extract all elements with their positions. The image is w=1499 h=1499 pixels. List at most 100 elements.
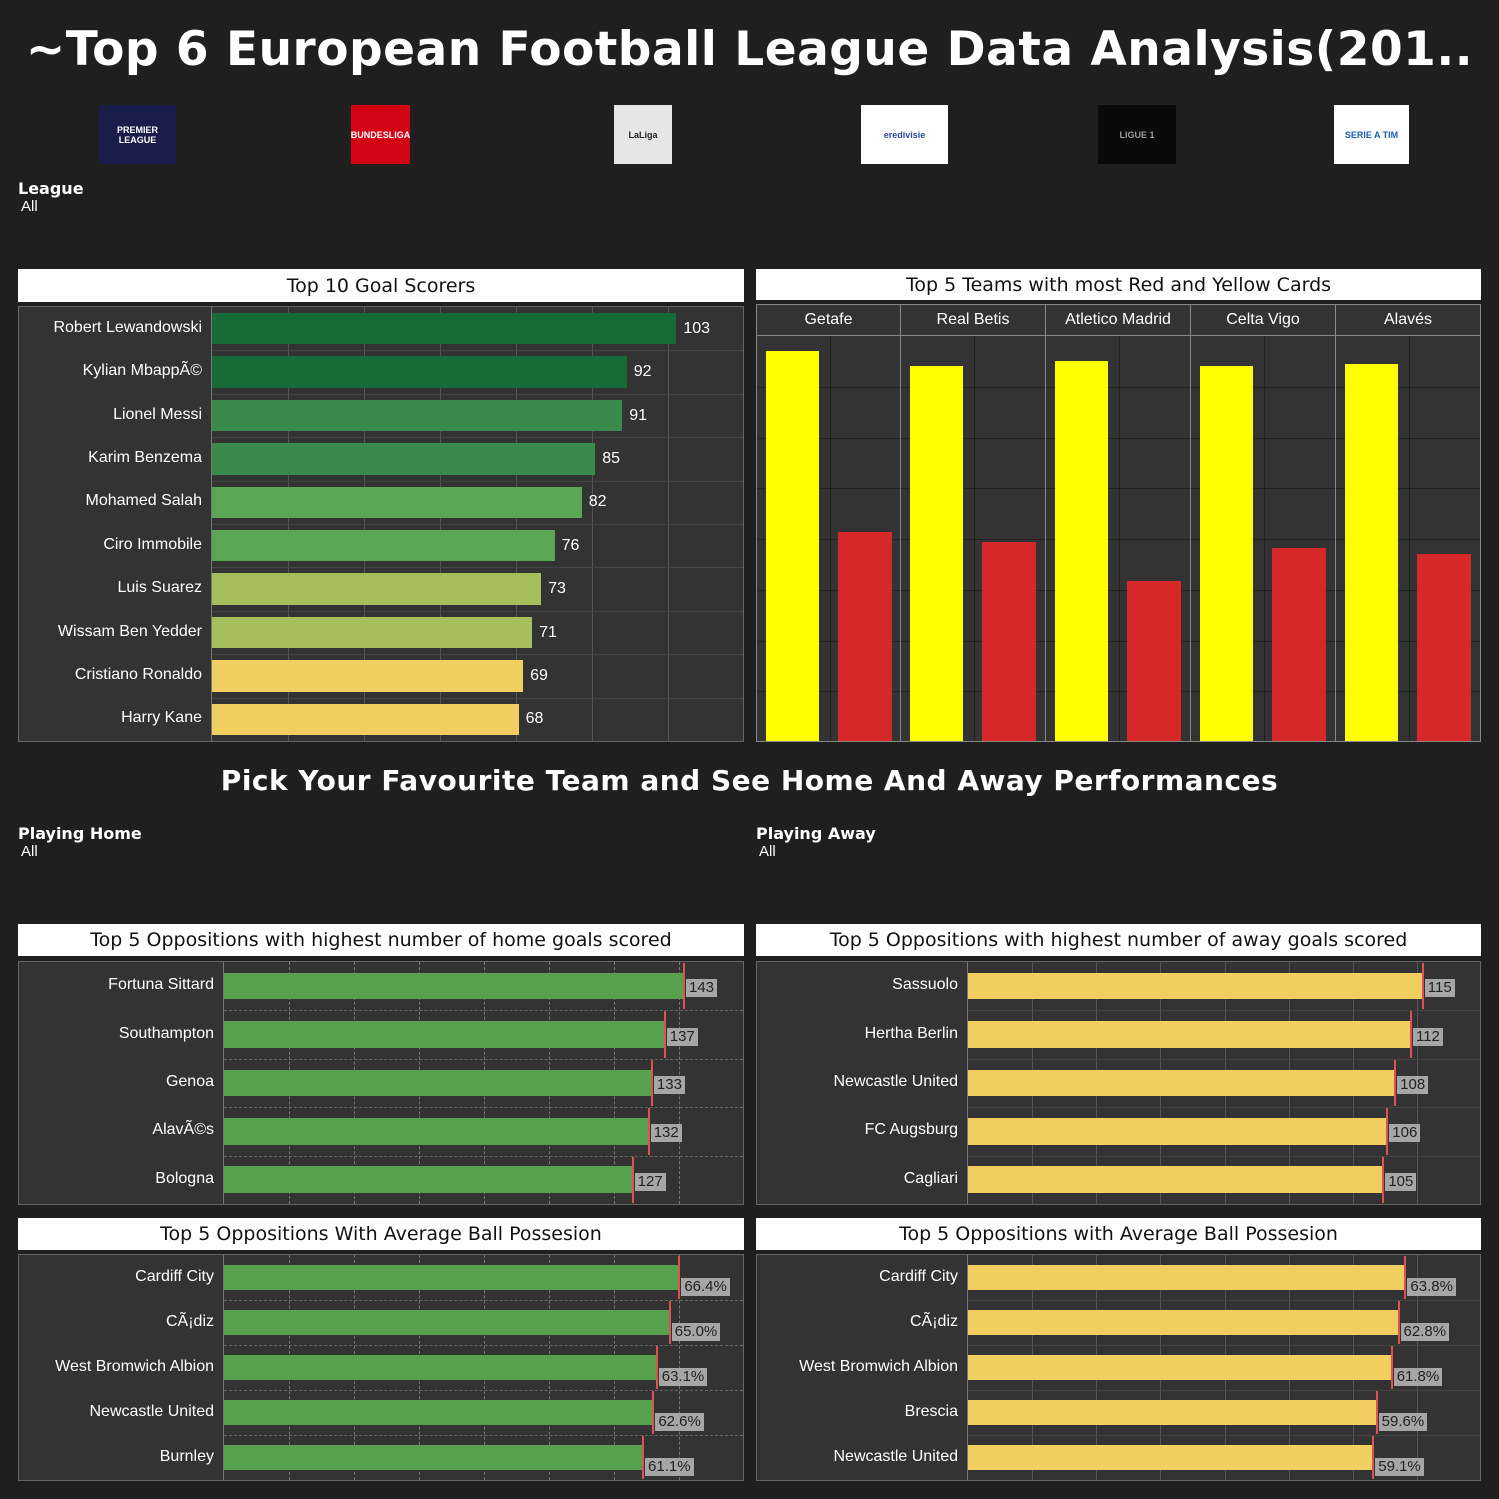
bar-burnley[interactable]: [224, 1445, 643, 1470]
laliga-logo[interactable]: LaLiga: [614, 105, 672, 164]
grid-line-horizontal: [224, 1300, 743, 1301]
data-label-c-diz: 65.0%: [671, 1322, 721, 1341]
yellow-card-bar-real-betis[interactable]: [909, 366, 964, 741]
bar-sassuolo[interactable]: [968, 972, 1422, 1000]
bar-alav-s[interactable]: [224, 1118, 648, 1145]
bar-newcastle-united[interactable]: [968, 1445, 1373, 1470]
bar-robert-lewandowski[interactable]: [212, 313, 677, 345]
bar-brescia[interactable]: [968, 1400, 1376, 1425]
eredivisie-logo[interactable]: eredivisie: [861, 105, 948, 164]
ligue1-logo[interactable]: LIGUE 1: [1098, 105, 1176, 164]
bar-west-bromwich-albion[interactable]: [224, 1355, 656, 1380]
row-label-luis-suarez: Luis Suarez: [117, 579, 203, 597]
bar-cardiff-city[interactable]: [968, 1265, 1405, 1290]
league-filter[interactable]: League All: [18, 179, 84, 215]
red-card-bar-celta-vigo[interactable]: [1272, 547, 1326, 741]
red-card-bar-real-betis[interactable]: [982, 541, 1036, 741]
serie-a-logo[interactable]: SERIE A TIM: [1334, 105, 1409, 164]
reference-line: [1421, 963, 1424, 1010]
bar-mohamed-salah[interactable]: [212, 486, 582, 518]
reference-line: [647, 1108, 650, 1155]
data-label-fortuna-sittard: 143: [686, 979, 718, 998]
bar-cristiano-ronaldo[interactable]: [212, 660, 524, 692]
grid-line-horizontal: [1191, 691, 1335, 693]
data-label-cagliari: 105: [1385, 1172, 1417, 1191]
bar-hertha-berlin[interactable]: [968, 1021, 1410, 1048]
grid-line-horizontal: [1336, 640, 1480, 642]
playing-home-filter-value[interactable]: All: [21, 843, 38, 860]
playing-away-filter[interactable]: Playing Away All: [756, 824, 876, 860]
team-header-real-betis: Real Betis: [901, 304, 1046, 336]
data-label-sassuolo: 115: [1424, 979, 1455, 998]
grid-line-horizontal: [757, 386, 900, 388]
row-label-fc-augsburg: FC Augsburg: [864, 1121, 958, 1139]
bar-fc-augsburg[interactable]: [968, 1118, 1387, 1145]
team-header-atletico-madrid: Atletico Madrid: [1046, 304, 1191, 336]
bar-karim-benzema[interactable]: [212, 443, 596, 475]
data-label-lionel-messi: 91: [629, 406, 648, 424]
yellow-card-bar-alav-s[interactable]: [1344, 364, 1399, 741]
grid-line-horizontal: [968, 1435, 1480, 1436]
reference-line: [1404, 1256, 1407, 1299]
grid-line-horizontal: [901, 691, 1045, 693]
bar-ciro-immobile[interactable]: [212, 530, 555, 562]
bar-genoa[interactable]: [224, 1069, 651, 1097]
bar-luis-suarez[interactable]: [212, 573, 542, 605]
bar-bologna[interactable]: [224, 1166, 632, 1194]
grid-line-horizontal: [968, 1107, 1480, 1109]
bar-wissam-ben-yedder[interactable]: [212, 616, 533, 649]
bar-c-diz[interactable]: [224, 1310, 669, 1335]
row-label-newcastle-united: Newcastle United: [89, 1402, 215, 1420]
grid-line-horizontal: [968, 1058, 1480, 1060]
top-goal-scorers-chart-plot: 103 92 91 85 82 76 73 71 69 68: [18, 306, 744, 742]
reference-line: [678, 1256, 681, 1299]
league-filter-value[interactable]: All: [21, 198, 38, 215]
grid-line-horizontal: [1336, 488, 1480, 490]
bar-southampton[interactable]: [224, 1021, 664, 1048]
grid-line-horizontal: [1191, 488, 1335, 490]
bar-harry-kane[interactable]: [212, 703, 519, 735]
bar-newcastle-united[interactable]: [224, 1400, 653, 1425]
bar-c-diz[interactable]: [968, 1310, 1398, 1335]
premier-league-logo[interactable]: PREMIER LEAGUE: [99, 105, 176, 164]
row-label-robert-lewandowski: Robert Lewandowski: [53, 318, 202, 336]
team-panel-alav-s: [1336, 336, 1481, 742]
reference-line: [668, 1301, 671, 1344]
data-label-robert-lewandowski: 103: [683, 319, 711, 337]
grid-line-horizontal: [1336, 589, 1480, 591]
grid-line-horizontal: [901, 437, 1045, 439]
playing-home-filter[interactable]: Playing Home All: [18, 824, 142, 860]
yellow-card-bar-getafe[interactable]: [765, 350, 820, 741]
data-label-west-bromwich-albion: 61.8%: [1393, 1367, 1443, 1386]
reference-line: [663, 1011, 666, 1058]
section-title: Pick Your Favourite Team and See Home An…: [220, 764, 1279, 797]
bundesliga-logo[interactable]: BUNDESLIGA: [351, 105, 410, 164]
grid-line-horizontal: [901, 488, 1045, 490]
red-card-bar-atletico-madrid[interactable]: [1127, 580, 1181, 741]
team-name-getafe: Getafe: [804, 311, 853, 328]
red-card-bar-alav-s[interactable]: [1417, 553, 1471, 741]
grid-line-horizontal: [757, 437, 900, 439]
bar-lionel-messi[interactable]: [212, 399, 623, 432]
grid-line-horizontal: [1046, 691, 1190, 693]
bar-west-bromwich-albion[interactable]: [968, 1355, 1391, 1380]
grid-line-horizontal: [901, 589, 1045, 591]
yellow-card-bar-celta-vigo[interactable]: [1199, 366, 1254, 741]
bar-cagliari[interactable]: [968, 1166, 1383, 1194]
grid-line-horizontal: [1046, 488, 1190, 490]
bar-newcastle-united[interactable]: [968, 1069, 1395, 1097]
data-label-alav-s: 132: [650, 1124, 682, 1143]
bar-fortuna-sittard[interactable]: [224, 972, 683, 1000]
reference-line: [1394, 1059, 1397, 1107]
red-card-bar-getafe[interactable]: [838, 532, 892, 741]
grid-line-horizontal: [224, 1107, 743, 1109]
yellow-card-bar-atletico-madrid[interactable]: [1054, 361, 1109, 741]
row-label-genoa: Genoa: [165, 1073, 214, 1090]
away-possession-chart: Top 5 Oppositions with Average Ball Poss…: [756, 1218, 1481, 1481]
bar-cardiff-city[interactable]: [224, 1265, 679, 1290]
away-goals-chart-title: Top 5 Oppositions with highest number of…: [756, 924, 1481, 956]
bar-kylian-mbapp[interactable]: [212, 356, 627, 388]
grid-line-horizontal: [757, 589, 900, 591]
playing-away-filter-value[interactable]: All: [759, 843, 776, 860]
grid-line-horizontal: [757, 539, 900, 540]
